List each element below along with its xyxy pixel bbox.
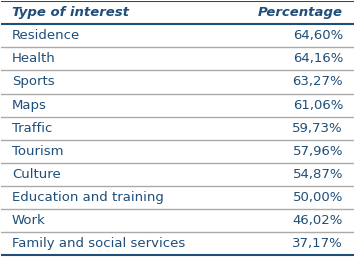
Text: 54,87%: 54,87%: [293, 168, 343, 181]
Text: 64,16%: 64,16%: [293, 52, 343, 65]
Text: 64,60%: 64,60%: [293, 29, 343, 42]
Text: Family and social services: Family and social services: [12, 237, 185, 250]
Text: Traffic: Traffic: [12, 122, 52, 135]
Text: 37,17%: 37,17%: [292, 237, 343, 250]
Text: 63,27%: 63,27%: [293, 75, 343, 88]
Text: Health: Health: [12, 52, 56, 65]
Text: 59,73%: 59,73%: [293, 122, 343, 135]
Text: 46,02%: 46,02%: [293, 214, 343, 227]
Text: Culture: Culture: [12, 168, 61, 181]
Text: Maps: Maps: [12, 99, 47, 112]
Text: Sports: Sports: [12, 75, 55, 88]
Text: Percentage: Percentage: [258, 6, 343, 19]
Text: Residence: Residence: [12, 29, 80, 42]
Text: 50,00%: 50,00%: [293, 191, 343, 204]
Text: Work: Work: [12, 214, 46, 227]
Text: 61,06%: 61,06%: [293, 99, 343, 112]
Text: Type of interest: Type of interest: [12, 6, 129, 19]
Text: Tourism: Tourism: [12, 145, 64, 158]
Text: Education and training: Education and training: [12, 191, 164, 204]
Text: 57,96%: 57,96%: [293, 145, 343, 158]
